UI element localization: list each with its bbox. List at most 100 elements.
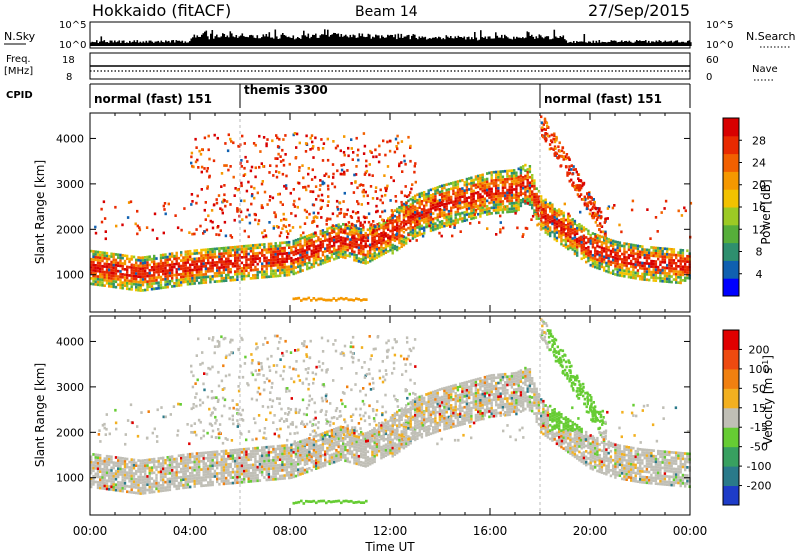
scatter-cell [677, 275, 680, 279]
scatter-cell [299, 225, 302, 229]
scatter-cell [213, 274, 217, 278]
scatter-cell [380, 231, 383, 235]
scatter-cell [427, 194, 430, 198]
scatter-cell [490, 201, 493, 204]
scatter-cell [344, 237, 347, 240]
scatter-cell [130, 477, 133, 481]
nsky-bar [225, 37, 227, 46]
scatter-cell [450, 198, 453, 202]
scatter-cell [477, 174, 480, 178]
scatter-cell [94, 277, 97, 281]
scatter-cell [112, 261, 115, 264]
scatter-cell [679, 276, 682, 279]
scatter-cell [456, 218, 460, 222]
scatter-cell [141, 261, 145, 265]
nsky-bar [510, 38, 512, 46]
scatter-cell [366, 239, 370, 242]
scatter-cell [561, 146, 565, 150]
scatter-cell [135, 486, 138, 489]
scatter-cell [517, 175, 520, 179]
scatter-cell [121, 481, 124, 485]
nsky-bar [547, 36, 550, 46]
scatter-cell [461, 219, 464, 223]
scatter-cell [186, 453, 190, 456]
scatter-cell [191, 282, 194, 286]
scatter-cell [553, 134, 556, 137]
scatter-cell [308, 234, 311, 237]
scatter-cell [245, 261, 248, 264]
scatter-cell [675, 264, 678, 268]
scatter-cell [643, 256, 646, 260]
scatter-cell [382, 225, 385, 228]
scatter-cell [354, 224, 357, 227]
scatter-cell [182, 470, 185, 473]
scatter-cell [378, 235, 381, 239]
scatter-cell [189, 466, 192, 470]
scatter-cell [162, 267, 165, 270]
scatter-cell [123, 476, 127, 480]
scatter-cell [276, 157, 279, 160]
scatter-cell [479, 198, 482, 202]
scatter-cell [112, 485, 115, 489]
scatter-cell [652, 246, 655, 249]
scatter-cell [594, 260, 597, 263]
scatter-cell [137, 269, 140, 273]
scatter-cell [499, 221, 502, 224]
scatter-cell [677, 270, 680, 274]
scatter-cell [171, 260, 174, 264]
nsky-bar [609, 42, 611, 46]
scatter-cell [663, 207, 666, 210]
scatter-cell [569, 232, 572, 236]
scatter-cell [209, 264, 212, 268]
scatter-cell [528, 175, 532, 179]
scatter-cell [177, 462, 181, 466]
scatter-cell [418, 195, 421, 198]
scatter-cell [515, 185, 518, 188]
scatter-cell [265, 251, 268, 254]
scatter-cell [670, 248, 673, 251]
scatter-cell [121, 281, 124, 284]
scatter-cell [650, 265, 653, 268]
nsky-bar [247, 37, 250, 46]
scatter-cell [150, 279, 154, 283]
scatter-cell [202, 468, 205, 471]
scatter-cell [531, 195, 534, 199]
scatter-cell [631, 199, 635, 203]
nsky-bar [442, 38, 445, 46]
nsky-bar [475, 37, 478, 46]
scatter-cell [108, 460, 111, 464]
scatter-cell [267, 264, 271, 268]
scatter-cell [198, 479, 201, 482]
scatter-cell [563, 202, 566, 206]
scatter-cell [307, 296, 311, 300]
scatter-cell [162, 475, 165, 479]
scatter-cell [612, 255, 615, 259]
scatter-cell [396, 147, 399, 151]
scatter-cell [94, 461, 97, 465]
scatter-cell [510, 210, 514, 213]
scatter-cell [450, 212, 453, 215]
scatter-cell [108, 254, 111, 258]
scatter-cell [636, 258, 640, 261]
scatter-cell [240, 165, 243, 168]
scatter-cell [542, 127, 545, 131]
nsky-bar [357, 37, 359, 46]
scatter-cell [299, 250, 302, 254]
scatter-cell [659, 247, 662, 250]
scatter-cell [119, 256, 122, 260]
scatter-cell [90, 263, 93, 267]
scatter-cell [261, 243, 264, 246]
scatter-cell [657, 268, 660, 272]
scatter-cell [497, 200, 500, 204]
scatter-cell [519, 177, 523, 180]
scatter-cell [193, 457, 196, 461]
scatter-cell [182, 472, 185, 476]
nsky-bar [406, 35, 409, 46]
scatter-cell [411, 204, 415, 208]
scatter-cell [285, 265, 289, 269]
scatter-cell [410, 187, 413, 191]
scatter-cell [371, 247, 374, 251]
scatter-cell [319, 232, 322, 236]
nsky-bar [132, 41, 134, 46]
